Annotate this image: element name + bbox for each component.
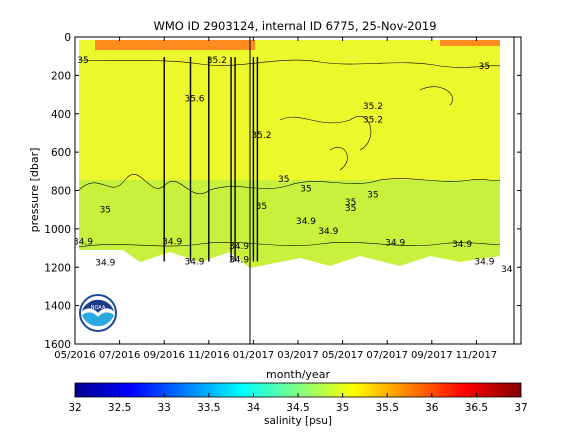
contour-label: 35 — [479, 62, 490, 72]
colorbar-label: salinity [psu] — [264, 415, 332, 427]
contour-label: 35 — [278, 175, 289, 185]
contour-label: 35.2 — [363, 102, 383, 112]
vertical-marks — [163, 57, 259, 262]
x-tick-label: 05/2017 — [322, 350, 364, 361]
contour-label: 34.9 — [229, 256, 249, 266]
contour-label: 35 — [100, 206, 111, 216]
noaa-logo-sky — [82, 299, 114, 313]
y-axis: 0 200 400 600 800 1000 1200 1400 1600 — [44, 32, 521, 351]
noaa-logo-text: NOAA — [91, 305, 106, 311]
x-tick-label: 09/2016 — [143, 350, 185, 361]
contour-label: 35 — [345, 204, 356, 214]
y-axis-label: pressure [dbar] — [28, 148, 41, 233]
colorbar-ticks: 32 32.5 33 33.5 34 34.5 35 35.5 36 36.5 37 — [68, 393, 528, 414]
deep-layer-bottom — [79, 248, 500, 268]
chart-title: WMO ID 2903124, internal ID 6775, 25-Nov… — [153, 19, 436, 33]
contour-label: 34.9 — [229, 242, 249, 252]
noaa-logo-icon: NOAA — [79, 294, 117, 332]
contour-label: 35.2 — [251, 131, 271, 141]
contour-lines — [78, 59, 501, 248]
colorbar-tick-label: 32 — [68, 402, 81, 414]
y-tick-label: 1200 — [44, 262, 71, 274]
y-tick-label: 200 — [51, 70, 71, 82]
colorbar-tick-label: 32.5 — [108, 402, 131, 414]
y-tick-label: 1000 — [44, 224, 71, 236]
contour-label: 34.9 — [452, 240, 472, 250]
x-tick-label: 01/2017 — [233, 350, 275, 361]
colorbar: 32 32.5 33 33.5 34 34.5 35 35.5 36 36.5 37 salinit… — [68, 382, 528, 427]
colorbar-tick-label: 33 — [158, 402, 171, 414]
colorbar-tick-label: 33.5 — [197, 402, 220, 414]
right-edge-gap — [500, 40, 506, 270]
y-tick-label: 0 — [64, 32, 71, 44]
y-tick-label: 600 — [51, 147, 71, 159]
colorbar-tick-label: 35 — [336, 402, 349, 414]
contour-label: 35 — [345, 198, 356, 208]
contour-label: 34.9 — [318, 227, 338, 237]
contour-label: 35 — [77, 56, 88, 66]
x-tick-label: 11/2016 — [188, 350, 230, 361]
contour-label: 35 — [300, 185, 311, 195]
colorbar-tick-label: 35.5 — [376, 402, 399, 414]
contour-label: 34.9 — [73, 237, 93, 247]
contour-label: 34 — [501, 265, 513, 275]
contour-label: 35 — [367, 190, 378, 200]
contour-label: 34.9 — [385, 238, 405, 248]
x-axis: 05/2016 07/2016 09/2016 11/2016 01/2017 03/20… — [54, 37, 497, 361]
colorbar-tick-label: 36.5 — [465, 402, 488, 414]
colorbar-tick-label: 34 — [247, 402, 261, 414]
x-tick-label: 05/2016 — [54, 350, 96, 361]
contour-label: 35.2 — [363, 116, 383, 126]
contour-label: 35 — [256, 202, 267, 212]
contour-label: 34.9 — [184, 257, 204, 267]
contour-label: 34.9 — [296, 217, 316, 227]
colorbar-tick-label: 36 — [425, 402, 439, 414]
contour-label: 34.9 — [474, 257, 494, 267]
surface-layer-right — [440, 40, 500, 46]
y-tick-label: 400 — [51, 109, 71, 121]
deep-salinity-layer — [79, 180, 500, 250]
colorbar-tick-label: 34.5 — [286, 402, 309, 414]
x-axis-label: month/year — [266, 368, 330, 381]
x-tick-label: 07/2017 — [366, 350, 408, 361]
contour-label: 34.9 — [162, 237, 182, 247]
x-tick-label: 11/2017 — [456, 350, 498, 361]
contour-label: 34.9 — [95, 258, 115, 268]
colorbar-tick-label: 37 — [514, 402, 527, 414]
y-tick-label: 800 — [51, 186, 71, 198]
x-tick-label: 07/2016 — [99, 350, 141, 361]
y-tick-label: 1400 — [44, 301, 71, 313]
y-tick-label: 1600 — [44, 339, 71, 351]
noaa-logo-sea — [82, 312, 114, 327]
surface-layer — [95, 40, 255, 50]
contour-label: 35.6 — [184, 94, 204, 104]
contour-label: 35.2 — [207, 56, 227, 66]
x-tick-label: 03/2017 — [277, 350, 319, 361]
x-tick-label: 09/2017 — [411, 350, 453, 361]
